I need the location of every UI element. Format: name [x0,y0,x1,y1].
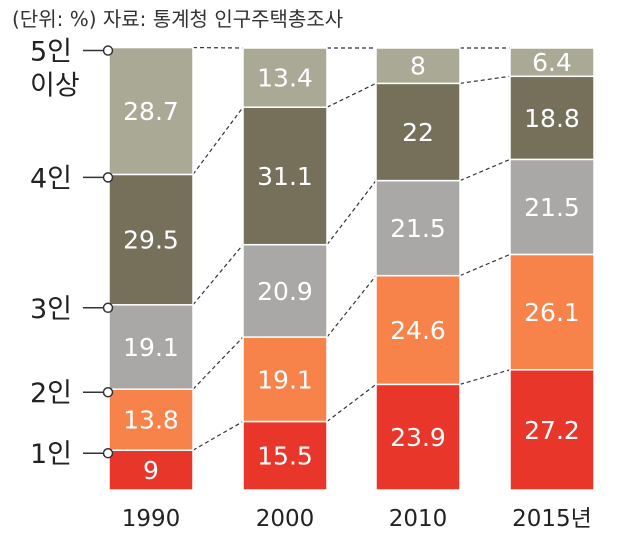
legend-label: 5인 [30,37,72,68]
value-label: 28.7 [123,97,179,126]
legend-label: 1인 [30,439,72,470]
legend-item-4: 4인 [30,163,114,194]
legend-label: 3인 [30,294,72,325]
legend-pointer-dot [102,447,114,459]
connector-line [459,158,511,182]
legend-label: 2인 [30,378,72,409]
bar-segment-4-1 [108,173,194,306]
connector-line [326,383,377,422]
legend-item-1: 1인 [30,439,114,470]
bar-segment-4-2 [242,106,328,246]
bar-segment-3-2 [242,243,328,338]
value-label: 27.2 [524,416,580,445]
bar-segment-2-2 [242,336,328,423]
value-label: 6.4 [532,48,572,77]
bar-segment-5-1 [108,46,194,176]
bar-segment-1-3 [375,383,461,491]
bar-segment-5-4 [509,47,595,78]
value-label: 19.1 [123,333,179,362]
legend-label: 4인 [30,163,72,194]
connector-line [192,244,244,306]
value-label: 19.1 [257,365,313,394]
category-label: 2015년 [512,506,592,532]
connector-line [192,106,244,175]
legend-label: 이상 [30,71,80,102]
category-labels: 1990 2000 2010 2015년 [122,506,592,532]
connector-line [459,75,511,84]
value-label: 22 [402,118,434,147]
connector-line [459,369,511,385]
bar-segment-2-3 [375,274,461,386]
value-label: 8 [410,52,426,81]
value-label: 29.5 [123,226,179,255]
value-label: 15.5 [257,442,313,471]
legend-pointer-dot [102,45,114,56]
value-label: 26.1 [524,298,580,327]
connector-line [326,180,377,246]
bar-segment-3-4 [509,158,595,256]
value-label: 21.5 [390,214,446,243]
value-label: 23.9 [390,423,446,452]
value-label: 31.1 [257,162,313,191]
legend-pointer-dot [102,386,114,398]
connector-lines [192,46,511,451]
value-labels: 9 13.8 19.1 29.5 28.7 15.5 19.1 20.9 31.1 13.4 23.… [123,48,580,485]
connector-line [192,420,244,451]
legend-pointer-dot [102,302,114,314]
connector-line [459,253,511,277]
bar-segment-5-2 [242,47,328,108]
category-label: 1990 [122,506,181,532]
bar-segment-5-3 [375,47,461,85]
category-label: 2010 [389,506,448,532]
value-label: 9 [143,456,159,485]
bar-segment-4-3 [375,82,461,182]
value-label: 24.6 [390,316,446,345]
legend-item-3: 3인 [30,294,114,325]
value-label: 18.8 [524,104,580,133]
value-label: 21.5 [524,193,580,222]
bar-segment-2-1 [108,388,194,451]
chart-note: (단위: %) 자료: 통계청 인구주택총조사 [12,7,343,31]
bar-segment-1-2 [242,420,328,491]
connector-line [192,336,244,390]
legend-pointer-dot [102,172,114,183]
legend-item-2: 2인 [30,378,114,409]
bar-segment-3-3 [375,179,461,277]
bar-segment-4-4 [509,75,595,161]
connector-line [326,82,377,108]
value-label: 13.8 [123,406,179,435]
value-label: 20.9 [257,277,313,306]
category-label: 2000 [256,506,315,532]
connector-line [326,275,377,338]
value-label: 13.4 [257,64,313,93]
bars [108,46,595,491]
